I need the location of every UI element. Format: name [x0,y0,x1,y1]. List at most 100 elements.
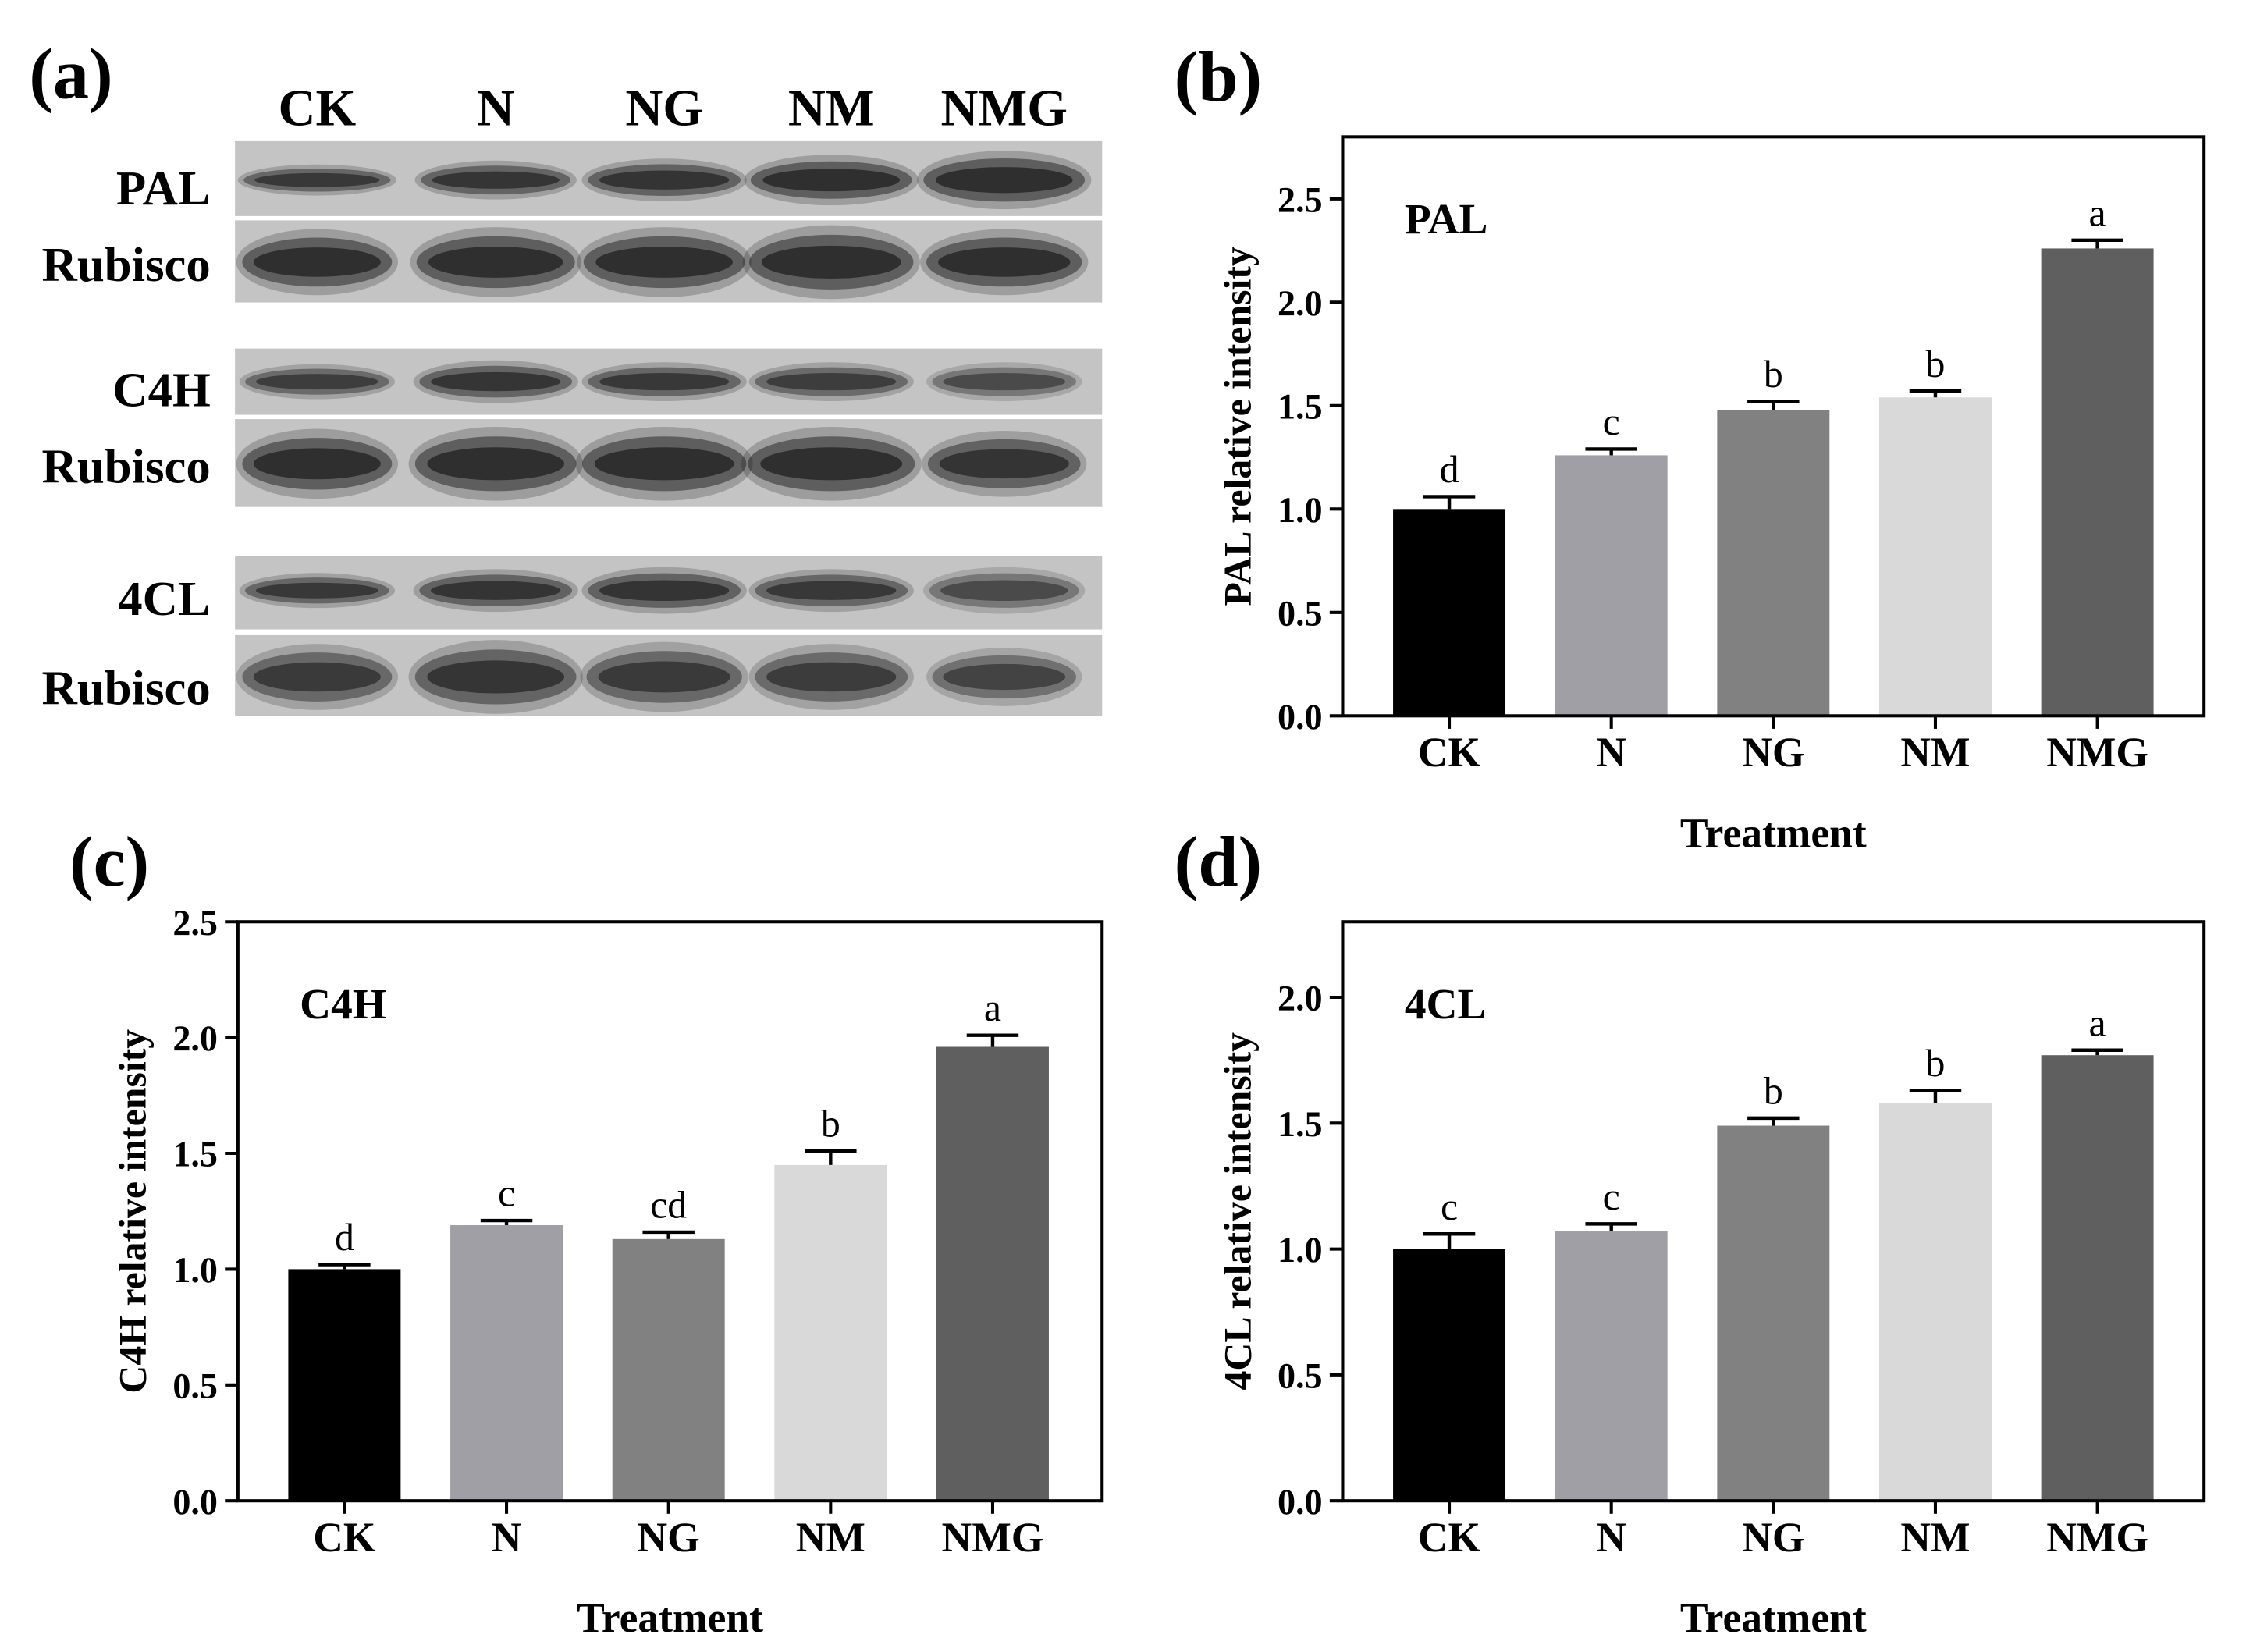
blot-band [581,567,747,614]
lane-label: N [477,80,514,137]
significance-letter: a [984,986,1001,1029]
bar-n [450,1225,563,1501]
y-tick-label: 1.0 [172,1250,218,1290]
bar-chart-panel: (d) c CK c Nb NG b NM a NMG 0.0 0.5 1.0 1.5 2.0 4CL 4CL … [1175,822,2206,1641]
blot-band-layer [427,447,565,481]
x-tick-label: NM [1900,729,1970,776]
blot-band-layer [935,167,1073,194]
bar-ck [288,1269,401,1501]
x-tick-label: NM [796,1514,865,1561]
significance-letter: b [1926,343,1946,385]
bar-chart-panel: (c) d CK c Ncd NG b NM a NMG 0.0 0.5 1.0 1.5 2.0 2.5 C4H… [69,822,1104,1641]
blot-row-label: Rubisco [42,439,211,493]
blot-band-layer [926,648,1082,706]
blot-band-layer [253,662,381,692]
blot-band [748,569,914,613]
panel-a-western-blot: (a) CK N NG NM NMG PAL Rubisco C4H Rubisco 4CL Rub… [29,34,1103,716]
x-tick-label: CK [313,1514,376,1561]
significance-letter: c [1441,1185,1458,1228]
blot-band-layer [431,581,561,600]
significance-letter: b [1764,353,1783,396]
blot-strip [235,140,1103,216]
blot-band-layer [938,247,1071,277]
blot-band-layer [428,246,563,278]
blot-band-layer [943,373,1066,391]
blot-band-layer [432,171,560,189]
blot-band-layer [253,448,381,480]
bar-n [1555,1231,1668,1501]
blot-band [408,426,583,501]
blot-band-layer [932,367,1077,396]
blot-band-layer [431,371,561,392]
blot-band-layer [943,663,1066,691]
bar-nm [1878,397,1992,716]
plot-frame [1341,920,2206,1503]
blot-band-layer [926,362,1082,402]
blot-band [413,360,578,403]
bar-nmg [2041,1055,2154,1501]
blot-band [920,229,1089,296]
bar-nm [774,1164,887,1501]
blot-strip [235,220,1103,303]
plot-frame [1341,135,2206,718]
blot-band [741,426,922,501]
blot-band-layer [929,573,1079,608]
blot-band [923,567,1086,614]
blot-band-layer [595,246,734,278]
significance-letter: d [1440,448,1459,491]
panel-label: (d) [1175,822,1263,901]
x-tick-label: N [492,1514,522,1561]
x-tick-label: CK [1418,1514,1481,1561]
x-axis-label: Treatment [577,1594,763,1641]
y-tick-label: 0.0 [1278,1482,1323,1522]
bar-n [1555,455,1668,716]
blot-band-layer [766,581,897,600]
blot-band [580,641,748,712]
bar-chart-panel: (b) d CK c Nb NG b NM a NMG 0.0 0.5 1.0 1.5 2.0 2.5 PAL P… [1175,37,2206,856]
significance-letter: b [821,1103,840,1146]
x-tick-label: NMG [2046,1514,2148,1561]
blot-band-layer [255,374,378,390]
blot-band [748,644,914,710]
y-tick-label: 0.0 [1278,697,1323,737]
y-axis-label: C4H relative intensity [112,1029,155,1394]
bar-ng [612,1238,725,1501]
blot-band-layer [766,373,897,391]
significance-letter: b [1764,1069,1783,1112]
blot-band [581,158,747,202]
blot-band-layer [760,447,903,481]
y-tick-label: 1.0 [1278,1230,1323,1270]
lane-label: CK [279,80,357,137]
x-tick-label: NMG [2046,729,2148,776]
blot-band [926,362,1082,402]
significance-letter: c [498,1172,515,1215]
x-tick-label: NG [1742,1514,1804,1561]
blot-band [581,362,747,402]
bar-charts: (b) d CK c Nb NG b NM a NMG 0.0 0.5 1.0 1.5 2.0 2.5 PAL P… [69,37,2206,1641]
bar-ng [1717,1125,1830,1501]
panel-label: (c) [69,822,149,901]
blot-band [926,648,1082,706]
blot-row-label: Rubisco [42,237,211,292]
x-axis-label: Treatment [1680,1594,1867,1641]
y-tick-label: 0.0 [172,1482,218,1522]
blot-band-layer [761,245,901,279]
blot-band-layer [599,373,730,391]
significance-letter: b [1926,1042,1946,1085]
blot-band [239,364,396,400]
x-axis-label: Treatment [1680,809,1867,856]
x-tick-label: N [1596,729,1626,776]
y-tick-label: 2.0 [1278,979,1323,1018]
y-tick-label: 1.5 [1278,1104,1323,1144]
significance-letter: cd [650,1183,687,1226]
chart-title: C4H [300,980,386,1028]
blot-band [236,428,398,499]
blot-band-layer [254,172,380,187]
y-tick-label: 0.5 [172,1366,218,1405]
y-tick-label: 2.0 [1278,283,1323,323]
bar-ng [1717,410,1830,716]
y-tick-label: 2.5 [172,903,218,943]
blot-band [917,151,1092,210]
